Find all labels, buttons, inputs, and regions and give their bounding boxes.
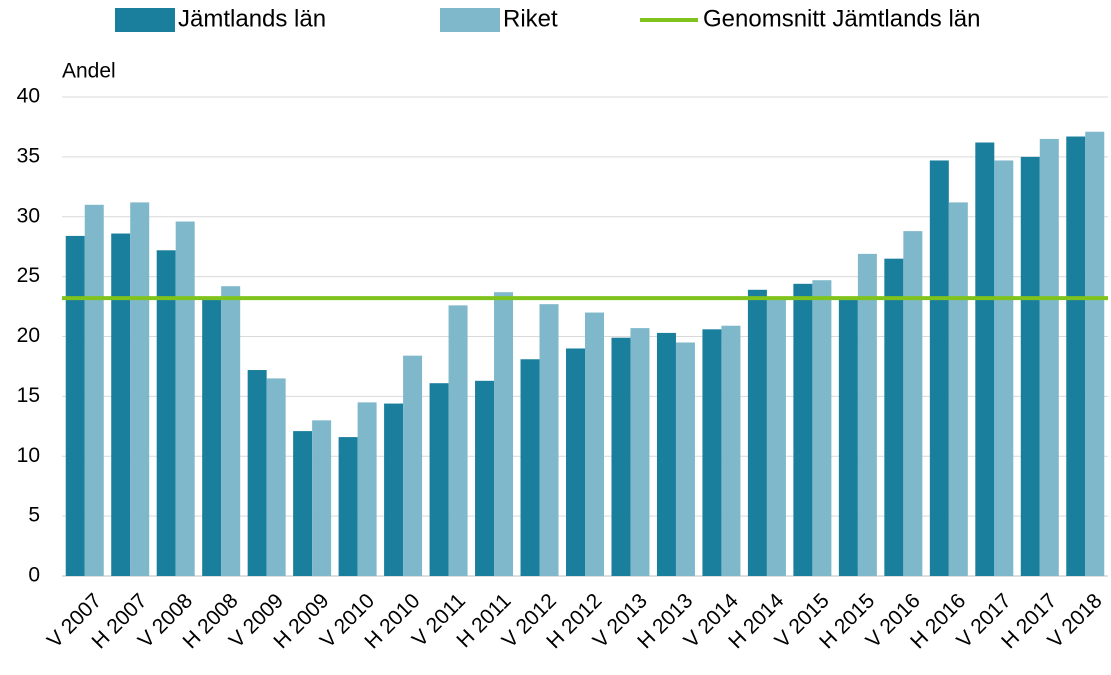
y-tick-label: 30 bbox=[17, 204, 40, 227]
legend-label: Genomsnitt Jämtlands län bbox=[703, 5, 980, 32]
legend-swatch bbox=[115, 8, 175, 32]
y-tick-label: 25 bbox=[17, 264, 40, 287]
bar bbox=[65, 235, 85, 576]
bar bbox=[266, 378, 286, 576]
bar bbox=[202, 298, 222, 576]
bar bbox=[630, 328, 650, 576]
bar bbox=[111, 233, 131, 576]
bar bbox=[156, 250, 176, 576]
y-axis-label: Andel bbox=[62, 60, 116, 83]
bar bbox=[675, 342, 695, 576]
bar bbox=[130, 202, 150, 576]
bar bbox=[221, 286, 241, 576]
bar bbox=[448, 305, 468, 576]
bar bbox=[338, 437, 358, 576]
bar bbox=[475, 380, 495, 576]
bar bbox=[857, 253, 877, 576]
y-tick-label: 10 bbox=[17, 444, 40, 467]
bar bbox=[721, 325, 741, 576]
bar bbox=[84, 204, 104, 576]
bar bbox=[1066, 136, 1086, 576]
bar bbox=[520, 359, 540, 576]
bar bbox=[539, 304, 559, 576]
legend-swatch bbox=[440, 8, 500, 32]
legend-label: Jämtlands län bbox=[178, 5, 326, 32]
bar bbox=[793, 283, 813, 576]
bar bbox=[903, 231, 923, 576]
y-tick-label: 20 bbox=[17, 324, 40, 347]
bar bbox=[838, 296, 858, 576]
bar bbox=[1020, 156, 1040, 576]
bar bbox=[293, 431, 313, 576]
y-tick-label: 15 bbox=[17, 384, 40, 407]
bar bbox=[975, 142, 995, 576]
legend-label: Riket bbox=[503, 5, 558, 32]
bar bbox=[702, 329, 722, 576]
bar bbox=[429, 383, 449, 576]
bar bbox=[766, 299, 786, 576]
bar bbox=[247, 370, 267, 576]
bar bbox=[812, 280, 832, 576]
y-tick-label: 35 bbox=[17, 144, 40, 167]
bar bbox=[494, 292, 514, 576]
bar bbox=[1039, 138, 1059, 576]
bar bbox=[656, 332, 676, 576]
y-tick-label: 5 bbox=[28, 504, 40, 527]
bar bbox=[994, 160, 1014, 576]
bar bbox=[384, 403, 404, 576]
bar bbox=[948, 202, 968, 576]
y-tick-label: 0 bbox=[28, 564, 40, 587]
bar bbox=[357, 402, 377, 576]
y-tick-label: 40 bbox=[17, 85, 40, 108]
bar bbox=[403, 355, 423, 576]
bar bbox=[175, 221, 195, 577]
bar bbox=[747, 289, 767, 576]
bar bbox=[585, 312, 604, 576]
bar bbox=[312, 420, 332, 576]
bar bbox=[929, 160, 949, 576]
bar bbox=[611, 337, 631, 576]
bar bbox=[884, 258, 904, 576]
bar bbox=[566, 348, 585, 576]
bar bbox=[1085, 131, 1105, 577]
